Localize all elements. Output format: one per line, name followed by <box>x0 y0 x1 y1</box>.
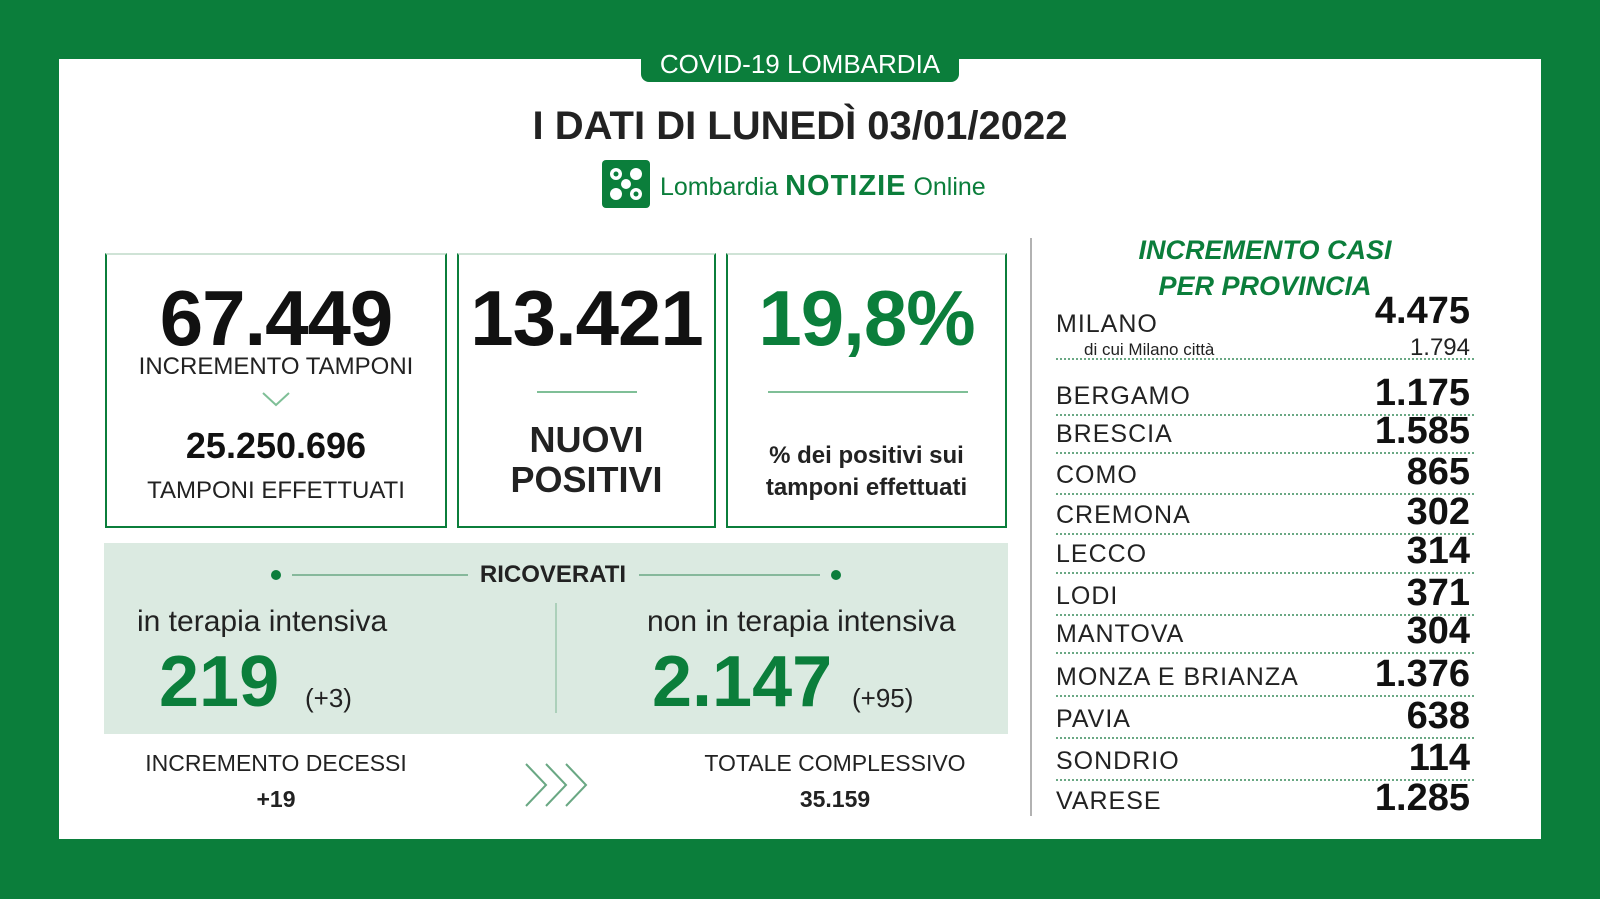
province-name: PAVIA <box>1056 705 1131 733</box>
logo-icon <box>602 160 650 208</box>
tamponi-box: 67.449 INCREMENTO TAMPONI 25.250.696 TAM… <box>105 253 447 528</box>
province-value: 1.585 <box>1374 410 1470 452</box>
province-row: MANTOVA 304 <box>1056 610 1474 654</box>
province-row: LODI 371 <box>1056 572 1474 616</box>
province-name: MILANO <box>1056 310 1158 338</box>
rate-label: % dei positivi sui tamponi effettuati <box>765 442 968 501</box>
tamponi-increment: 67.449 <box>159 274 394 362</box>
milano-city-value: 1.794 <box>1409 334 1470 361</box>
province-value: 638 <box>1406 695 1470 737</box>
totale-label: TOTALE COMPLESSIVO <box>704 750 966 776</box>
logo-text: Lombardia NOTIZIE Online <box>660 170 986 203</box>
title: I DATI DI LUNEDÌ 03/01/2022 <box>532 104 1068 148</box>
rate-value: 19,8% <box>758 274 975 362</box>
column-divider <box>1030 238 1032 816</box>
ricoverati-title: RICOVERATI <box>479 561 627 588</box>
provinces-title: INCREMENTO CASI PER PROVINCIA <box>1138 235 1392 301</box>
province-value: 1.285 <box>1374 777 1470 819</box>
decessi-label: INCREMENTO DECESSI <box>145 750 407 776</box>
province-name: BERGAMO <box>1056 382 1191 410</box>
province-name: BRESCIA <box>1056 420 1173 448</box>
tamponi-increment-label: INCREMENTO TAMPONI <box>138 353 414 380</box>
province-value: 304 <box>1406 610 1470 652</box>
province-name: VARESE <box>1056 787 1162 815</box>
tamponi-total-label: TAMPONI EFFETTUATI <box>147 477 405 504</box>
ricoverati-panel: RICOVERATI in terapia intensiva 219 (+3)… <box>104 543 1008 734</box>
province-value: 371 <box>1406 572 1470 614</box>
intensive-label: in terapia intensiva <box>137 605 388 638</box>
province-row: BRESCIA 1.585 <box>1056 410 1474 454</box>
province-row: COMO 865 <box>1056 451 1474 495</box>
province-name: CREMONA <box>1056 501 1191 529</box>
logo-mark <box>610 168 642 200</box>
province-name: SONDRIO <box>1056 747 1180 775</box>
province-row: PAVIA 638 <box>1056 695 1474 739</box>
province-value: 302 <box>1406 491 1470 533</box>
logo: Lombardia NOTIZIE Online <box>600 160 1020 210</box>
positivi-box: 13.421 NUOVI POSITIVI <box>457 253 716 528</box>
province-value: 314 <box>1406 530 1470 572</box>
province-name: MANTOVA <box>1056 620 1185 648</box>
chevron <box>262 392 290 407</box>
province-name: LECCO <box>1056 540 1148 568</box>
province-name: MONZA E BRIANZA <box>1056 663 1299 691</box>
tamponi-total: 25.250.696 <box>185 425 367 466</box>
province-row: CREMONA 302 <box>1056 491 1474 535</box>
province-row: BERGAMO 1.175 <box>1056 372 1474 416</box>
province-value: 1.376 <box>1374 653 1470 695</box>
province-row: MILANO 4.475 di cui Milano città 1.794 <box>1056 290 1474 361</box>
non-intensive-label: non in terapia intensiva <box>647 605 956 638</box>
divider <box>537 391 637 393</box>
province-value: 865 <box>1406 451 1470 493</box>
header-tag: COVID-19 LOMBARDIA <box>641 46 959 82</box>
non-intensive-value: 2.147 <box>652 642 833 722</box>
rate-box: 19,8% % dei positivi sui tamponi effettu… <box>726 253 1007 528</box>
positivi-label: NUOVI POSITIVI <box>510 419 663 500</box>
province-value: 4.475 <box>1374 290 1470 332</box>
logo-brand: Lombardia <box>660 173 779 201</box>
province-name: COMO <box>1056 461 1138 489</box>
positivi-value: 13.421 <box>470 274 704 362</box>
non-intensive-delta: (+95) <box>852 683 914 713</box>
divider <box>768 391 968 393</box>
province-value: 114 <box>1408 737 1470 779</box>
province-value: 1.175 <box>1374 372 1470 414</box>
province-row: SONDRIO 114 <box>1056 737 1474 781</box>
ricoverati-divider <box>555 603 557 713</box>
totale-value: 35.159 <box>799 786 871 812</box>
ricoverati-rule <box>271 570 841 580</box>
intensive-delta: (+3) <box>305 683 352 713</box>
logo-suffix: Online <box>913 173 986 201</box>
intensive-value: 219 <box>159 642 280 722</box>
decessi-value: +19 <box>256 786 296 812</box>
arrows <box>525 763 588 807</box>
province-row: VARESE 1.285 <box>1056 777 1474 819</box>
milano-city-label: di cui Milano città <box>1084 340 1215 359</box>
province-row: LECCO 314 <box>1056 530 1474 574</box>
province-name: LODI <box>1056 582 1119 610</box>
province-row: MONZA E BRIANZA 1.376 <box>1056 653 1474 697</box>
logo-name: NOTIZIE <box>785 170 907 202</box>
